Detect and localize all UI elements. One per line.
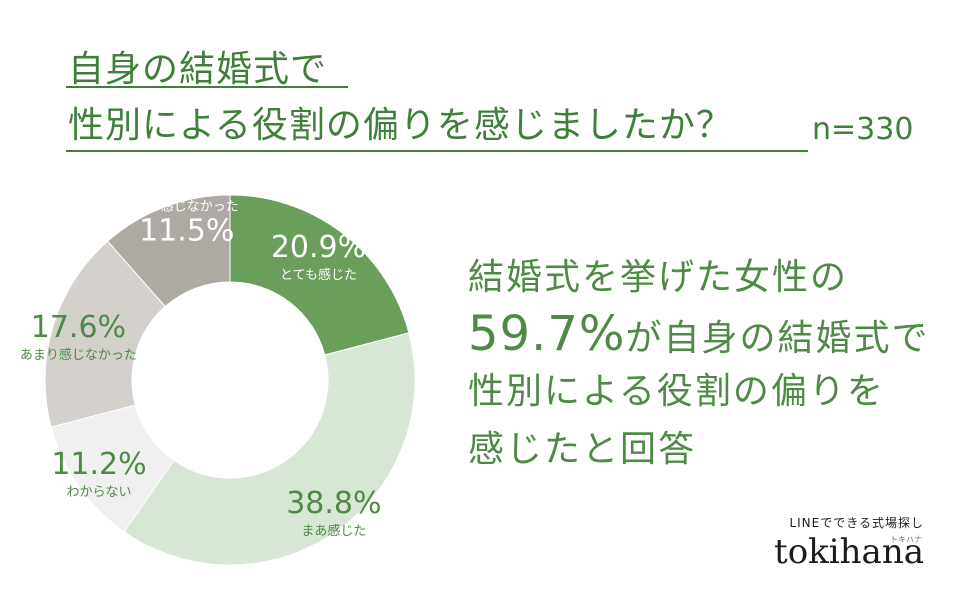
slice-category-label: とても感じた (280, 267, 357, 283)
slice-category-label: わからない (66, 485, 131, 500)
title-underline-2 (66, 150, 808, 152)
donut-chart: 20.9% とても感じた 38.8% まあ感じた 11.2% わからない 17.6% あまり感… (20, 194, 416, 566)
sample-size-label: n=330 (812, 112, 914, 147)
brand-kana: トキハナ (890, 535, 922, 544)
donut-slice (44, 240, 166, 428)
page-title-line-2: 性別による役割の偏りを感じましたか？ (68, 105, 733, 146)
summary-line-1: 結婚式を挙げた女性の (468, 257, 849, 298)
summary-line-2: 59.7%が自身の結婚式で (468, 306, 930, 362)
title-underline-1 (66, 86, 348, 88)
slice-percent-label: 11.5% (139, 213, 234, 248)
donut-slice (106, 194, 231, 308)
donut-slice (123, 332, 416, 566)
donut-labels: 20.9% とても感じた 38.8% まあ感じた 11.2% わからない 17.6% あまり感… (20, 198, 382, 539)
donut-slice (229, 194, 410, 356)
page-title-line-1: 自身の結婚式で (68, 49, 328, 90)
brand-block: LINEでできる式場探し トキハナ tokihana (774, 514, 924, 569)
brand-tagline: LINEでできる式場探し (789, 516, 924, 530)
summary-line-4: 感じたと回答 (468, 429, 697, 470)
summary-line-3: 性別による役割の偏りを (468, 371, 885, 412)
summary-line-2-rest: が自身の結婚式で (625, 318, 930, 359)
slice-category-label: 全く感じなかった (135, 198, 239, 214)
slice-percent-label: 11.2% (51, 447, 146, 482)
slice-percent-label: 17.6% (31, 310, 126, 345)
slice-category-label: まあ感じた (301, 523, 366, 539)
slice-percent-label: 38.8% (286, 486, 381, 521)
slice-category-label: あまり感じなかった (20, 347, 137, 363)
brand-logo: tokihana (774, 532, 924, 572)
slice-percent-label: 20.9% (271, 230, 366, 265)
summary-highlight-percent: 59.7% (468, 306, 626, 362)
donut-slices (44, 194, 416, 566)
